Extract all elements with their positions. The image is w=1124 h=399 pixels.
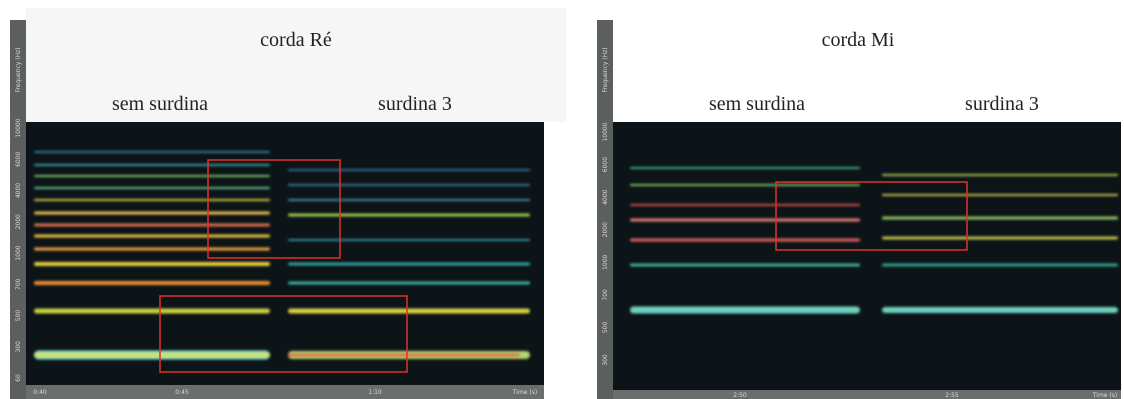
x-tick-label: 2:55 bbox=[945, 392, 959, 399]
y-tick-label: 6000 bbox=[602, 157, 609, 172]
band bbox=[288, 199, 530, 201]
band bbox=[34, 353, 270, 357]
band bbox=[34, 235, 270, 238]
band bbox=[34, 262, 270, 266]
panel-title: corda Mi bbox=[822, 29, 895, 51]
band bbox=[882, 217, 1118, 220]
y-tick-label: 10000 bbox=[602, 122, 609, 141]
time-strip bbox=[26, 385, 544, 399]
y-tick-label: 300 bbox=[15, 341, 22, 353]
band bbox=[288, 282, 530, 285]
y-tick-label: 500 bbox=[15, 310, 22, 322]
time-strip bbox=[613, 390, 1121, 399]
panel-title: corda Ré bbox=[260, 29, 332, 51]
band bbox=[288, 263, 530, 266]
y-tick-label: 4000 bbox=[602, 189, 609, 204]
band bbox=[630, 167, 860, 169]
y-tick-label: 6000 bbox=[15, 151, 22, 166]
band bbox=[882, 264, 1118, 267]
header-box bbox=[26, 8, 566, 122]
condition-label: surdina 3 bbox=[965, 93, 1039, 115]
y-tick-label: 1000 bbox=[602, 254, 609, 269]
band bbox=[882, 174, 1118, 176]
band bbox=[288, 184, 530, 186]
condition-label: surdina 3 bbox=[378, 93, 452, 115]
band bbox=[34, 248, 270, 251]
y-tick-label: 700 bbox=[15, 278, 22, 290]
band bbox=[34, 199, 270, 201]
band bbox=[288, 239, 530, 241]
band bbox=[34, 281, 270, 285]
x-tick-label: 2:50 bbox=[733, 392, 747, 399]
band bbox=[34, 164, 270, 166]
y-tick-label: 300 bbox=[602, 354, 609, 366]
band bbox=[34, 309, 270, 314]
axis-label: Frequency (Hz) bbox=[15, 47, 22, 92]
y-tick-label: 60 bbox=[15, 374, 22, 382]
band bbox=[34, 187, 270, 189]
condition-label: sem surdina bbox=[709, 93, 805, 115]
band bbox=[630, 307, 860, 314]
band bbox=[630, 204, 860, 206]
band bbox=[288, 214, 530, 217]
figure: corda Ré sem surdina surdina 3 corda Mi … bbox=[0, 0, 1124, 399]
band bbox=[630, 219, 860, 222]
header-box bbox=[613, 8, 1124, 122]
spectrogram bbox=[613, 122, 1121, 390]
y-tick-label: 2000 bbox=[15, 214, 22, 229]
band bbox=[288, 354, 520, 357]
y-tick-label: 700 bbox=[602, 289, 609, 301]
y-tick-label: 4000 bbox=[15, 183, 22, 198]
condition-label: sem surdina bbox=[112, 93, 208, 115]
x-tick-label: 0:40 bbox=[33, 389, 47, 396]
band bbox=[288, 169, 530, 171]
x-tick-label: 0:45 bbox=[175, 389, 189, 396]
band bbox=[882, 237, 1118, 240]
band bbox=[882, 194, 1118, 196]
band bbox=[882, 307, 1118, 313]
x-tick-label: 1:10 bbox=[368, 389, 382, 396]
band bbox=[34, 151, 270, 153]
band bbox=[34, 224, 270, 227]
band bbox=[288, 309, 530, 314]
spectrogram bbox=[26, 122, 544, 385]
band bbox=[630, 239, 860, 242]
x-tick-label: Time (s) bbox=[512, 389, 537, 396]
x-tick-label: Time (s) bbox=[1092, 392, 1117, 399]
band bbox=[34, 175, 270, 177]
band bbox=[630, 184, 860, 186]
band bbox=[34, 212, 270, 215]
band bbox=[630, 264, 860, 267]
y-tick-label: 10000 bbox=[15, 118, 22, 137]
y-tick-label: 1000 bbox=[15, 245, 22, 260]
y-tick-label: 500 bbox=[602, 322, 609, 334]
y-tick-label: 2000 bbox=[602, 222, 609, 237]
axis-label: Frequency (Hz) bbox=[602, 47, 609, 92]
